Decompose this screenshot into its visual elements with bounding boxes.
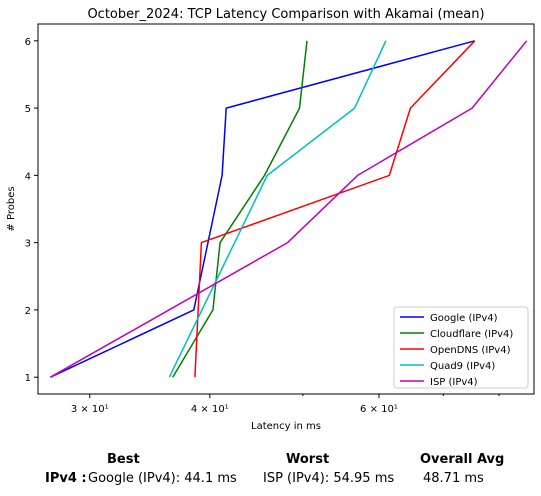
y-tick-label: 1 <box>25 373 31 384</box>
legend-label: Cloudflare (IPv4) <box>430 329 513 340</box>
axis-layer: 1 2 3 4 5 6 3 × 10¹ 4 × 10¹ 6 × 10¹ <box>25 37 500 415</box>
latency-chart: October_2024: TCP Latency Comparison wit… <box>6 7 535 432</box>
x-tick-label: 4 × 10¹ <box>191 404 229 415</box>
summary-best-header: Best <box>107 452 140 467</box>
x-tick-label: 6 × 10¹ <box>360 404 398 415</box>
summary-row-label: IPv4 : <box>45 471 87 486</box>
summary-avg-value: 48.71 ms <box>423 471 484 486</box>
legend: Google (IPv4) Cloudflare (IPv4) OpenDNS (I… <box>393 306 529 389</box>
x-tick-label: 3 × 10¹ <box>71 404 109 415</box>
series-line <box>194 40 476 378</box>
plot-area <box>37 23 535 395</box>
legend-label: Google (IPv4) <box>430 313 498 324</box>
y-tick-label: 6 <box>25 37 31 48</box>
y-tick-label: 5 <box>25 104 31 115</box>
legend-label: OpenDNS (IPv4) <box>430 345 511 356</box>
series-layer <box>50 40 528 378</box>
y-tick-label: 3 <box>25 239 31 250</box>
series-line <box>50 40 475 378</box>
summary-worst-header: Worst <box>286 452 330 467</box>
series-line <box>172 40 308 378</box>
summary-worst-value: ISP (IPv4): 54.95 ms <box>263 471 395 486</box>
legend-label: Quad9 (IPv4) <box>430 361 495 372</box>
legend-label: ISP (IPv4) <box>430 377 478 388</box>
x-axis-label: Latency in ms <box>251 421 321 432</box>
legend-box <box>393 306 529 389</box>
series-line <box>168 40 387 378</box>
series-line <box>50 40 528 378</box>
y-tick-label: 4 <box>25 171 31 182</box>
legend-items: Google (IPv4) Cloudflare (IPv4) OpenDNS (I… <box>400 313 513 388</box>
y-tick-label: 2 <box>25 306 31 317</box>
y-axis-label: # Probes <box>6 186 17 231</box>
summary-best-value: Google (IPv4): 44.1 ms <box>88 471 237 486</box>
chart-title: October_2024: TCP Latency Comparison wit… <box>87 7 484 22</box>
summary-avg-header: Overall Avg <box>420 452 505 467</box>
